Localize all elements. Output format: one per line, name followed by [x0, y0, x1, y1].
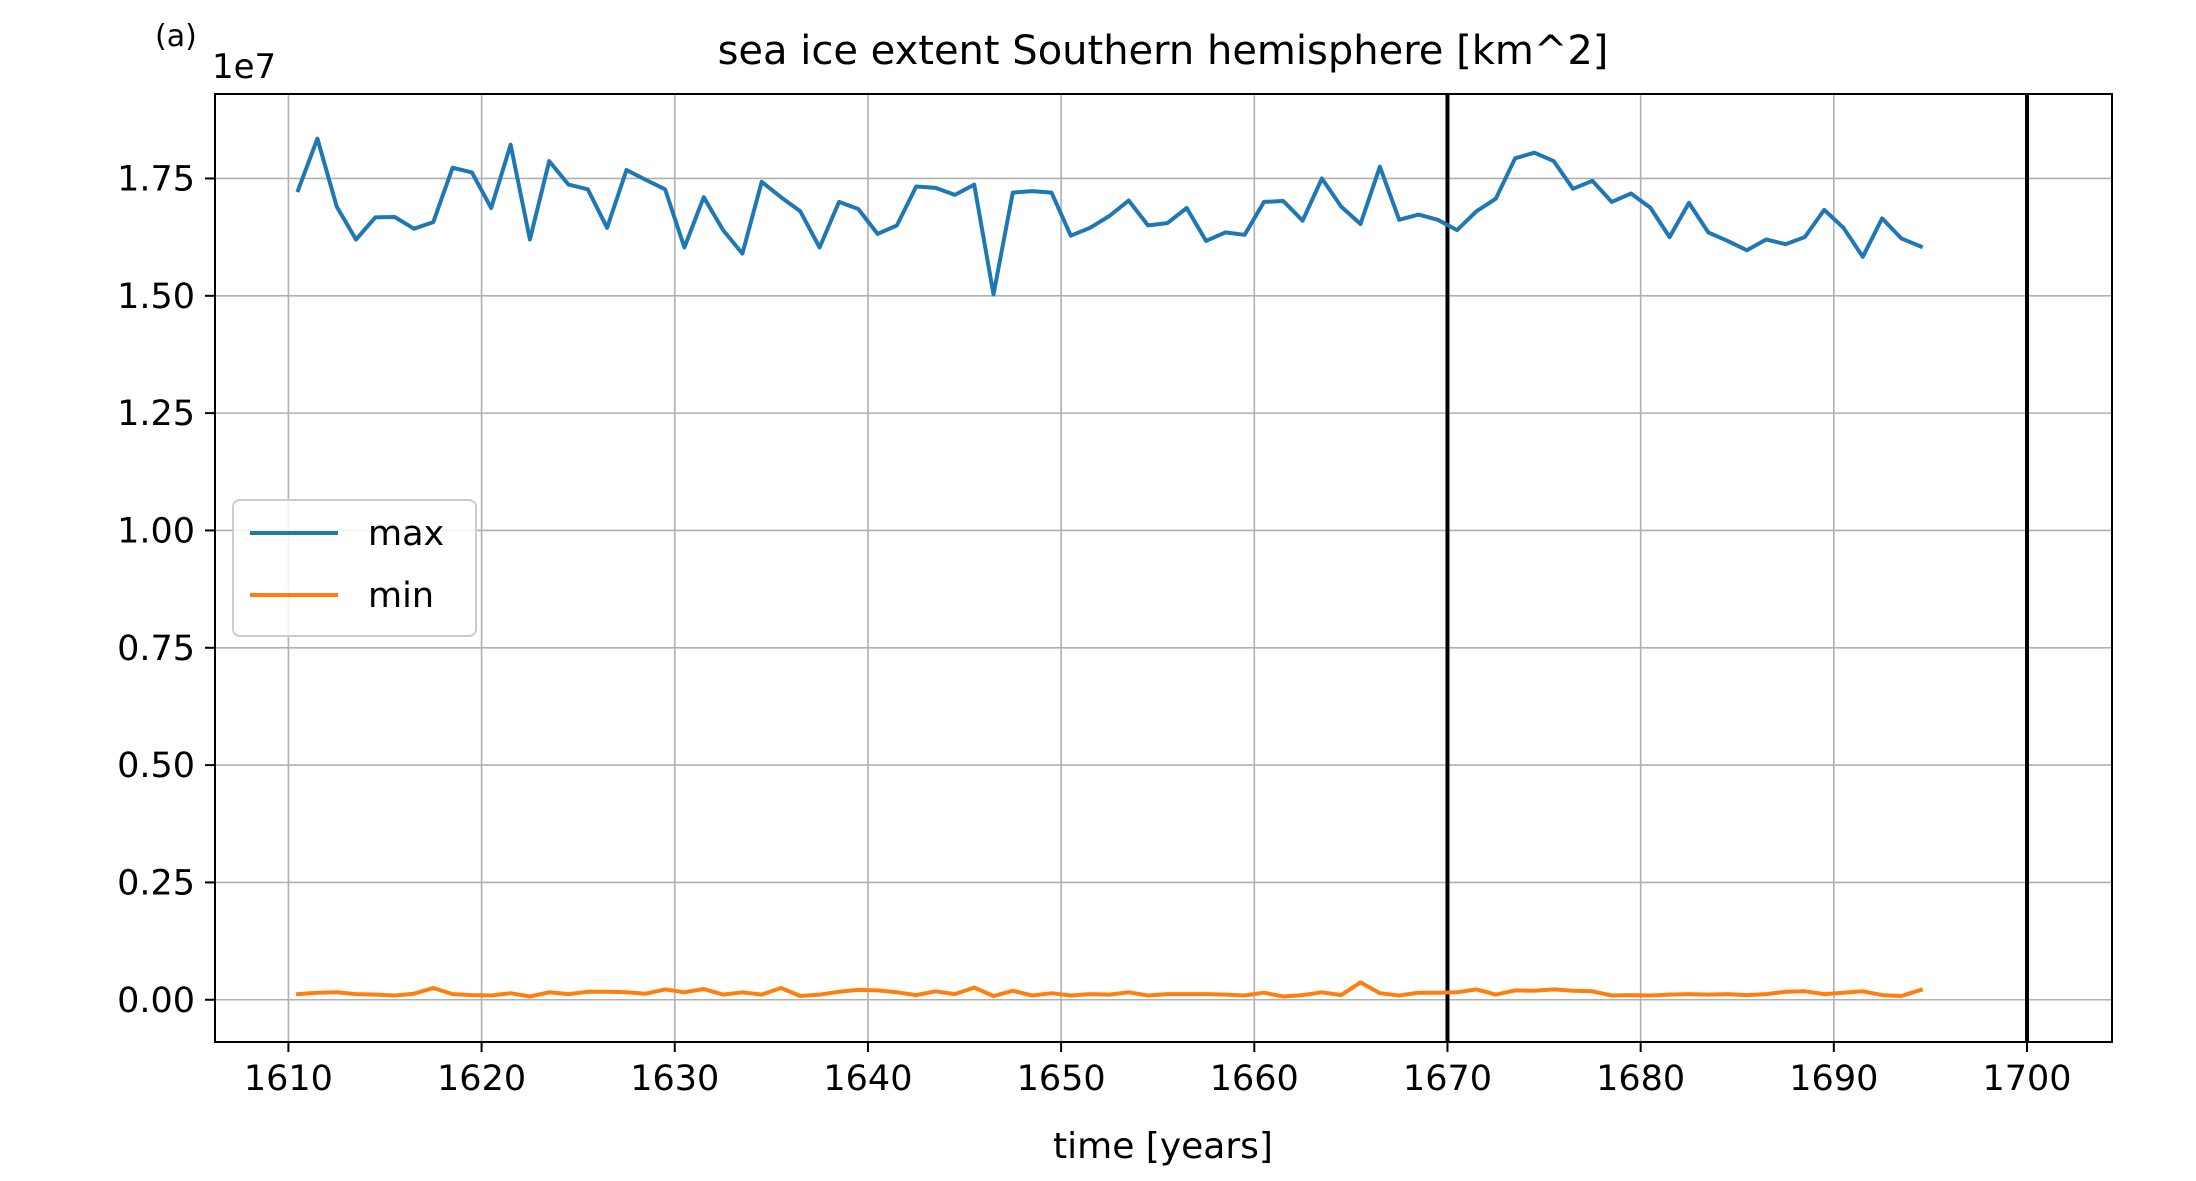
- y-offset-label: 1e7: [212, 47, 276, 87]
- legend-label-max: max: [368, 514, 444, 554]
- y-tick-label: 0.25: [117, 863, 195, 903]
- grid: [215, 94, 2112, 1042]
- x-tick-label: 1650: [1017, 1059, 1106, 1099]
- x-tick-label: 1620: [437, 1059, 526, 1099]
- panel-label: (a): [155, 19, 197, 54]
- series-line-min: [298, 982, 1921, 996]
- x-tick-label: 1610: [244, 1059, 333, 1099]
- x-tick-label: 1670: [1403, 1059, 1492, 1099]
- x-tick-label: 1690: [1789, 1059, 1878, 1099]
- y-tick-label: 1.75: [117, 159, 195, 199]
- y-tick-label: 0.50: [117, 746, 195, 786]
- y-tick-label: 0.00: [117, 981, 195, 1021]
- x-tick-label: 1660: [1210, 1059, 1299, 1099]
- series-lines: [298, 139, 1921, 997]
- series-line-max: [298, 139, 1921, 295]
- y-tick-label: 0.75: [117, 629, 195, 669]
- y-tick-label: 1.00: [117, 511, 195, 551]
- legend-label-min: min: [368, 576, 434, 616]
- legend: max min: [233, 500, 476, 636]
- x-axis-label: time [years]: [1053, 1126, 1273, 1167]
- plot-frame: [215, 94, 2112, 1042]
- vertical-markers: [1447, 94, 2027, 1042]
- y-axis: 0.00 0.25 0.50 0.75 1.00 1.25 1.50 1.75: [117, 159, 215, 1020]
- y-tick-label: 1.50: [117, 277, 195, 317]
- x-tick-label: 1700: [1982, 1059, 2071, 1099]
- x-tick-label: 1630: [630, 1059, 719, 1099]
- x-tick-label: 1680: [1596, 1059, 1685, 1099]
- chart-title: sea ice extent Southern hemisphere [km^2…: [718, 28, 1609, 74]
- x-axis: 1610 1620 1630 1640 1650 1660 1670 1680 1690 1700: [244, 1042, 2072, 1099]
- x-tick-label: 1640: [823, 1059, 912, 1099]
- y-tick-label: 1.25: [117, 394, 195, 434]
